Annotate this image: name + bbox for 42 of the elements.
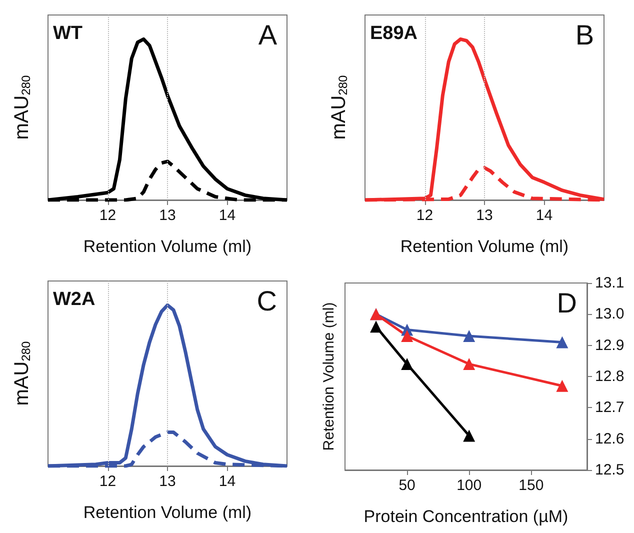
x-tick-label: 14 [536, 207, 553, 224]
y2-tick-label: 12.9 [595, 336, 624, 354]
x-axis-title: Protein Concentration (µM) [364, 507, 568, 526]
x-tick-label: 12 [99, 207, 116, 224]
x-axis-title: Retention Volume (ml) [83, 503, 252, 522]
y-axis-title: mAU280 [11, 74, 33, 140]
annotation: A [258, 20, 278, 50]
y-axis-title: mAU280 [11, 340, 33, 406]
annotation: WT [53, 23, 83, 44]
point [370, 320, 382, 333]
annotation: E89A [370, 23, 418, 44]
y-axis-title: Retention Volume (ml) [320, 302, 338, 451]
x-tick-label: 12 [99, 473, 116, 490]
point [401, 358, 414, 370]
point [463, 330, 476, 342]
x-tick-label: 14 [218, 473, 236, 490]
x-tick-label: 13 [476, 207, 493, 224]
x-tick-label: 14 [218, 207, 236, 224]
x-tick-label: 13 [159, 473, 176, 490]
x-axis-title: Retention Volume (ml) [400, 237, 569, 256]
x-tick-label: 50 [398, 477, 416, 494]
annotation: D [556, 288, 578, 318]
point [401, 330, 414, 342]
x-tick-label: 100 [456, 477, 482, 494]
x-axis-title: Retention Volume (ml) [83, 237, 252, 256]
point [463, 430, 476, 442]
y2-tick-label: 12.8 [595, 368, 624, 385]
point [556, 336, 568, 348]
point [556, 380, 568, 392]
annotation: B [575, 20, 594, 50]
y2-tick-label: 12.5 [595, 462, 624, 478]
y2-tick-label: 13.0 [595, 306, 624, 323]
point [463, 358, 476, 370]
y2-tick-label: 12.7 [595, 399, 624, 416]
x-tick-label: 13 [159, 207, 176, 224]
y-axis-title: mAU280 [328, 74, 350, 140]
annotation: C [256, 286, 278, 316]
x-tick-label: 12 [416, 207, 434, 224]
y2-tick-label: 13.1 [595, 274, 624, 292]
x-tick-label: 150 [518, 477, 544, 494]
y2-tick-label: 12.6 [595, 430, 624, 448]
annotation: W2A [53, 289, 96, 310]
